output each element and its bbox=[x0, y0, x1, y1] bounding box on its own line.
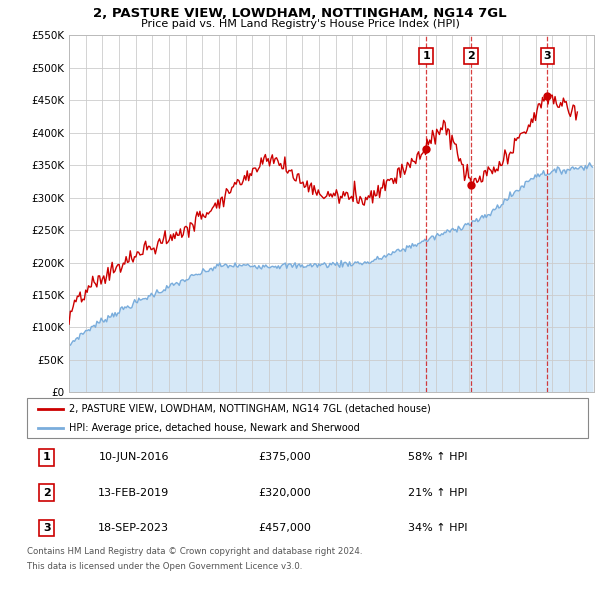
Text: Price paid vs. HM Land Registry's House Price Index (HPI): Price paid vs. HM Land Registry's House … bbox=[140, 19, 460, 30]
Text: 2: 2 bbox=[43, 488, 50, 497]
Text: £320,000: £320,000 bbox=[259, 488, 311, 497]
Text: 2, PASTURE VIEW, LOWDHAM, NOTTINGHAM, NG14 7GL: 2, PASTURE VIEW, LOWDHAM, NOTTINGHAM, NG… bbox=[93, 7, 507, 20]
Text: 58% ↑ HPI: 58% ↑ HPI bbox=[409, 453, 468, 462]
Text: This data is licensed under the Open Government Licence v3.0.: This data is licensed under the Open Gov… bbox=[27, 562, 302, 571]
Text: 34% ↑ HPI: 34% ↑ HPI bbox=[409, 523, 468, 533]
Text: 3: 3 bbox=[43, 523, 50, 533]
Text: 1: 1 bbox=[43, 453, 50, 462]
Text: 1: 1 bbox=[422, 51, 430, 61]
Text: 2: 2 bbox=[467, 51, 475, 61]
Text: 21% ↑ HPI: 21% ↑ HPI bbox=[409, 488, 468, 497]
Text: 18-SEP-2023: 18-SEP-2023 bbox=[98, 523, 169, 533]
Text: 13-FEB-2019: 13-FEB-2019 bbox=[98, 488, 169, 497]
Text: £457,000: £457,000 bbox=[259, 523, 311, 533]
Text: Contains HM Land Registry data © Crown copyright and database right 2024.: Contains HM Land Registry data © Crown c… bbox=[27, 547, 362, 556]
Text: HPI: Average price, detached house, Newark and Sherwood: HPI: Average price, detached house, Newa… bbox=[69, 423, 360, 432]
Text: 10-JUN-2016: 10-JUN-2016 bbox=[98, 453, 169, 462]
Text: 2, PASTURE VIEW, LOWDHAM, NOTTINGHAM, NG14 7GL (detached house): 2, PASTURE VIEW, LOWDHAM, NOTTINGHAM, NG… bbox=[69, 404, 431, 414]
Text: £375,000: £375,000 bbox=[259, 453, 311, 462]
Text: 3: 3 bbox=[544, 51, 551, 61]
